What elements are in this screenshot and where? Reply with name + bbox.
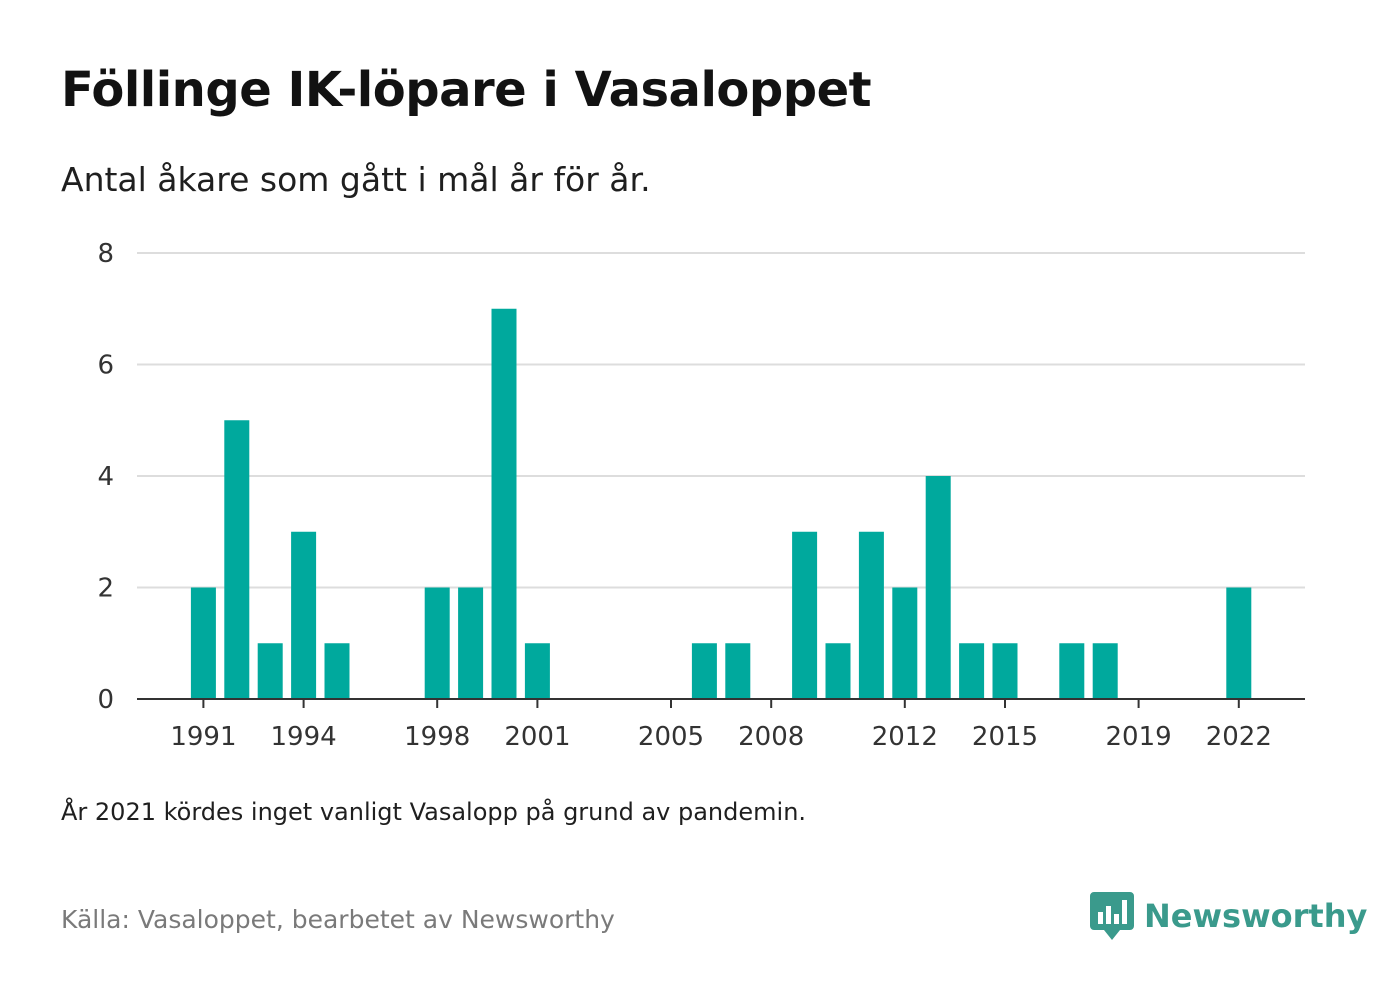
bar bbox=[524, 643, 550, 699]
bar bbox=[324, 643, 350, 699]
x-tick-label: 2012 bbox=[872, 722, 938, 752]
chart-title: Föllinge IK-löpare i Vasaloppet bbox=[61, 62, 872, 118]
bar bbox=[858, 531, 884, 699]
bar bbox=[691, 643, 717, 699]
x-tick-label: 2008 bbox=[738, 722, 804, 752]
x-tick-label: 2019 bbox=[1106, 722, 1172, 752]
y-tick-label: 0 bbox=[97, 685, 114, 715]
bar bbox=[992, 643, 1018, 699]
y-tick-label: 2 bbox=[97, 574, 114, 604]
x-tick-label: 1991 bbox=[170, 722, 236, 752]
y-tick-label: 8 bbox=[97, 239, 114, 269]
bar-chart: 0 2 4 6 8 1991 1994 1998 2001 2005 2008 2012 2015 20… bbox=[97, 239, 1305, 752]
x-tick-label: 2005 bbox=[638, 722, 704, 752]
bar bbox=[959, 643, 985, 699]
bar bbox=[491, 308, 517, 699]
bar bbox=[257, 643, 283, 699]
y-axis-ticks: 0 2 4 6 8 bbox=[97, 239, 114, 715]
grid-lines bbox=[137, 252, 1305, 589]
newsworthy-brand[interactable]: Newsworthy bbox=[1090, 890, 1367, 942]
source-credit: Källa: Vasaloppet, bearbetet av Newswort… bbox=[61, 905, 615, 934]
y-tick-label: 4 bbox=[97, 462, 114, 492]
bar bbox=[792, 531, 818, 699]
chart-subtitle: Antal åkare som gått i mål år för år. bbox=[61, 160, 651, 199]
chart-note: År 2021 kördes inget vanligt Vasalopp på… bbox=[61, 798, 807, 826]
bar bbox=[224, 420, 250, 699]
bars bbox=[190, 308, 1252, 699]
y-tick-label: 6 bbox=[97, 351, 114, 381]
bar bbox=[892, 587, 918, 699]
x-tick-label: 2022 bbox=[1206, 722, 1272, 752]
bar bbox=[291, 531, 317, 699]
brand-name: Newsworthy bbox=[1144, 897, 1368, 935]
bar bbox=[424, 587, 450, 699]
x-tick-label: 2001 bbox=[504, 722, 570, 752]
x-tick-label: 1994 bbox=[271, 722, 337, 752]
bar bbox=[825, 643, 851, 699]
x-tick-label: 2015 bbox=[972, 722, 1038, 752]
bar bbox=[1092, 643, 1118, 699]
bar bbox=[725, 643, 751, 699]
x-tick-label: 1998 bbox=[404, 722, 470, 752]
bar bbox=[925, 476, 951, 699]
bar bbox=[1059, 643, 1085, 699]
bar bbox=[190, 587, 216, 699]
x-axis-ticks: 1991 1994 1998 2001 2005 2008 2012 2015 2019 2022 bbox=[170, 699, 1272, 752]
newsworthy-logo-icon bbox=[1090, 892, 1134, 940]
bar bbox=[1226, 587, 1252, 699]
bar bbox=[458, 587, 484, 699]
